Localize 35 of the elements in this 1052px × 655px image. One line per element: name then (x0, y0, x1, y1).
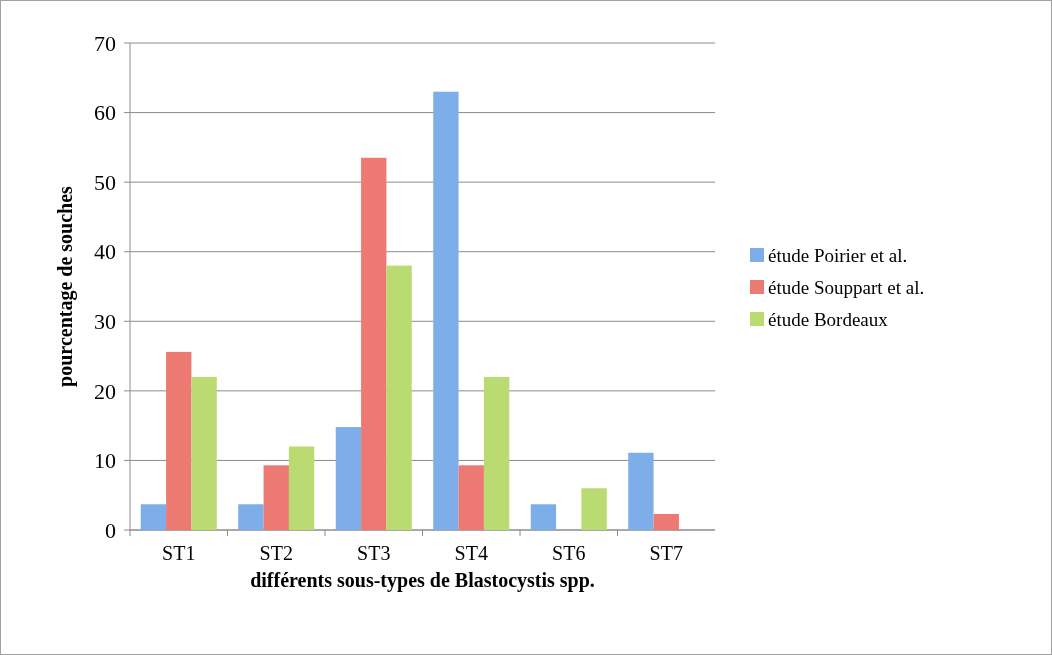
x-tick-label: ST1 (162, 542, 196, 564)
legend-label: étude Poirier et al. (768, 244, 908, 266)
x-axis-title: différents sous-types de Blastocystis spp. (250, 569, 595, 592)
x-tick-label: ST6 (552, 542, 586, 564)
bar (361, 157, 387, 530)
y-tick-label: 0 (105, 517, 116, 543)
bar (433, 91, 459, 530)
bar (458, 465, 484, 530)
bar (530, 504, 557, 530)
bar (238, 504, 264, 530)
bar (191, 376, 217, 530)
y-tick-label: 20 (94, 378, 116, 404)
y-tick-label: 60 (94, 100, 116, 126)
bar (288, 446, 315, 530)
bar (263, 465, 289, 530)
bar (483, 376, 510, 530)
y-axis-title: pourcentage de souches (54, 185, 77, 387)
bar (140, 504, 167, 530)
bar (335, 427, 362, 530)
bar (628, 452, 654, 530)
bar (653, 514, 679, 530)
y-tick-label: 30 (94, 308, 116, 334)
x-tick-label: ST3 (357, 542, 391, 564)
y-tick-label: 10 (94, 448, 116, 474)
y-tick-label: 40 (94, 239, 116, 265)
y-tick-label: 70 (94, 30, 116, 56)
legend-label: étude Bordeaux (768, 308, 889, 330)
bar (581, 488, 607, 530)
bar (166, 351, 192, 530)
bar (386, 265, 412, 530)
y-tick-label: 50 (94, 169, 116, 195)
x-tick-label: ST4 (454, 542, 488, 564)
x-tick-label: ST2 (259, 542, 293, 564)
legend-label: étude Souppart et al. (768, 276, 925, 298)
x-tick-label: ST7 (649, 542, 683, 564)
